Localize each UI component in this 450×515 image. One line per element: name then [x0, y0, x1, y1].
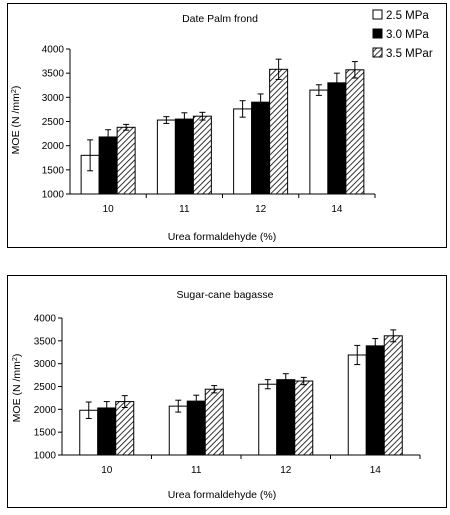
legend-label: 3.0 MPa: [386, 29, 429, 41]
x-tick-label: 14: [370, 465, 382, 476]
bar: [309, 89, 329, 195]
y-tick-label: 2000: [42, 141, 65, 152]
y-tick-label: 1500: [42, 165, 65, 176]
chart-1-frame: [7, 3, 447, 248]
bar: [116, 126, 136, 195]
y-tick-label: 3000: [34, 359, 57, 370]
y-tick-label: 4000: [42, 45, 65, 56]
y-tick-label: 3500: [42, 69, 65, 80]
chart-2-plot: 1000 1500 2000 2500 3000 3500 4000 10 11 12 14: [34, 314, 421, 476]
y-tick-label: 1000: [42, 190, 65, 201]
y-tick-label: 1500: [34, 428, 57, 439]
chart-2-frame: [7, 275, 447, 508]
y-tick-label: 2500: [34, 382, 57, 393]
x-tick-label: 12: [280, 465, 292, 476]
x-tick-label: 12: [255, 204, 267, 215]
chart-2-x-axis-label: Urea formaldehyde (%): [168, 489, 277, 501]
x-tick-label: 10: [103, 204, 115, 215]
bar: [115, 401, 135, 456]
chart-1-plot: 1000 1500 2000 2500 3000 3500 4000 10 11 12 14: [42, 45, 376, 215]
bar: [347, 354, 367, 456]
bar: [168, 405, 188, 456]
legend-label: 2.5 MPa: [386, 10, 429, 22]
bar: [365, 345, 385, 456]
bar: [269, 68, 289, 195]
bar: [294, 380, 314, 456]
chart-2-title: Sugar-cane bagasse: [177, 289, 274, 301]
y-tick-label: 1000: [34, 451, 57, 462]
x-tick-label: 11: [191, 465, 202, 476]
bar: [345, 69, 365, 195]
bar: [204, 388, 224, 456]
bar: [251, 101, 271, 195]
chart-1-title: Date Palm frond: [182, 13, 258, 25]
chart-1-x-axis-label: Urea formaldehyde (%): [168, 231, 277, 243]
bar: [276, 379, 296, 456]
bar: [327, 82, 347, 195]
y-tick-label: 4000: [34, 314, 57, 325]
x-tick-label: 10: [101, 465, 113, 476]
x-tick-label: 11: [179, 204, 190, 215]
legend-swatch: [372, 28, 383, 39]
y-tick-label: 2000: [34, 405, 57, 416]
y-tick-label: 3000: [42, 93, 65, 104]
legend-swatch: [372, 47, 383, 58]
bar: [383, 335, 403, 456]
bar: [97, 407, 117, 456]
bar: [156, 119, 176, 195]
bar: [258, 383, 278, 456]
chart-2-y-axis-label: MOE (N /mm2): [11, 354, 23, 423]
legend: 2.5 MPa 3.0 MPa 3.5 MPar: [372, 9, 433, 60]
chart-1-y-axis-label: MOE (N /mm2): [10, 86, 22, 155]
y-tick-label: 3500: [34, 336, 57, 347]
bar: [186, 400, 206, 456]
x-tick-label: 14: [331, 204, 343, 215]
bar: [233, 108, 253, 195]
bar: [192, 115, 212, 195]
y-tick-label: 2500: [42, 117, 65, 128]
legend-swatch: [372, 9, 383, 20]
bar: [174, 118, 194, 195]
bar: [98, 136, 118, 195]
legend-label: 3.5 MPar: [386, 48, 433, 60]
